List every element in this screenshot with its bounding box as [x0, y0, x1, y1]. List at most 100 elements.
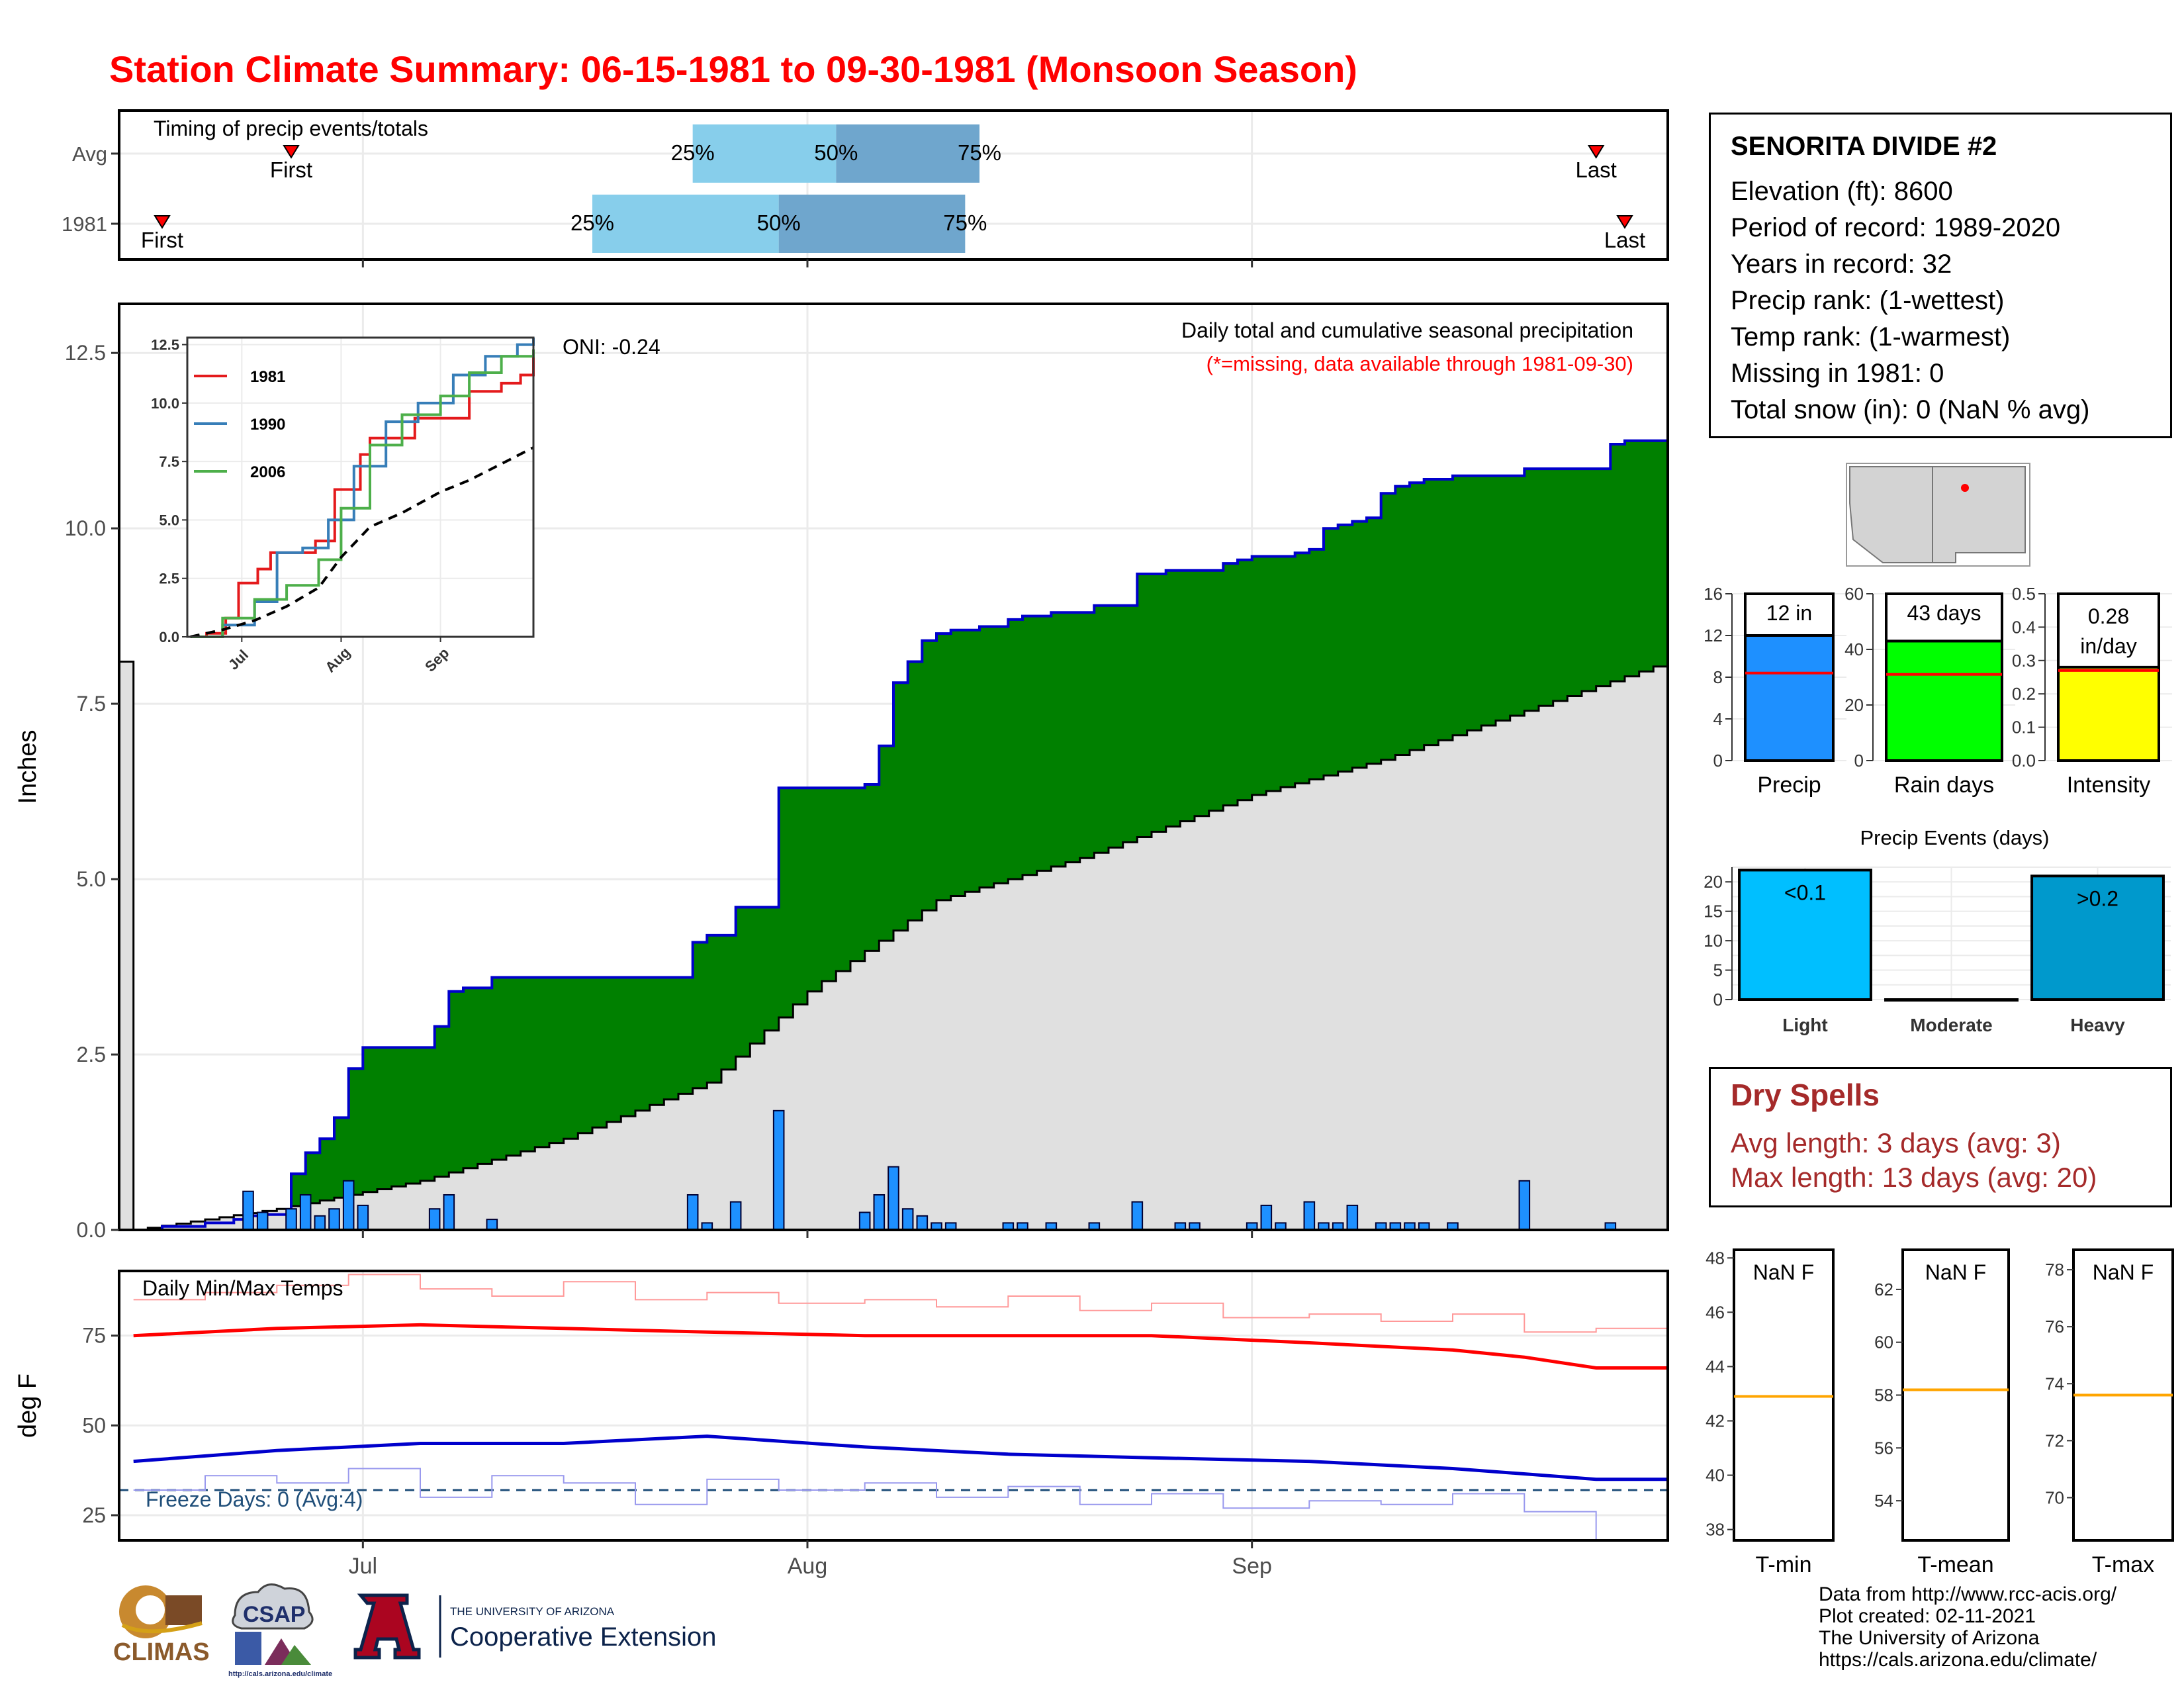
- tbar-ytick-label: 74: [2045, 1374, 2064, 1393]
- summary-ytick-label: 0.1: [2012, 718, 2036, 737]
- tbar-value-label: NaN F: [1753, 1260, 1814, 1284]
- temp-ylabel: deg F: [14, 1374, 42, 1438]
- csap-logo: CSAP http://cals.arizona.edu/climate: [228, 1583, 332, 1678]
- station-temp-rank: Temp rank: (1-warmest): [1731, 322, 2011, 352]
- cum-daily-bar: [916, 1215, 929, 1231]
- events-bar-heavy: [2030, 874, 2165, 1002]
- temp-ytick-label: 25: [82, 1503, 106, 1527]
- summary-ytick-label: 16: [1704, 584, 1723, 604]
- cum-daily-bar: [285, 1208, 297, 1231]
- cum-oni: ONI: -0.24: [563, 335, 660, 359]
- inset-legend-label: 1990: [250, 416, 285, 434]
- station-missing: Missing in 1981: 0: [1731, 359, 1944, 388]
- cum-daily-bar: [873, 1194, 886, 1231]
- map-new-mexico: [1932, 466, 2026, 563]
- temp-series-line: [133, 1434, 1668, 1481]
- cum-daily-bar: [342, 1180, 355, 1231]
- cum-daily-bar: [729, 1201, 742, 1231]
- timing-label-50: 50%: [757, 211, 801, 235]
- timing-label-75: 75%: [958, 140, 1001, 165]
- timing-title: Timing of precip events/totals: [154, 117, 428, 140]
- cum-daily-bar: [328, 1208, 340, 1231]
- summary-bars-panel: 12 in 0 4 8 12 16 Precip 43 days 0 20 40 60 Rain day…: [1704, 584, 2172, 798]
- cum-ylabel: Inches: [14, 730, 42, 804]
- dry-spells-avg: Avg length: 3 days (avg: 3): [1731, 1127, 2061, 1158]
- cum-daily-bar: [1346, 1204, 1359, 1231]
- tbar-ytick-label: 70: [2045, 1487, 2064, 1507]
- inset-series-line: [190, 349, 535, 638]
- cum-ytick-label: 5.0: [77, 867, 106, 891]
- ua-logo-line2: Cooperative Extension: [450, 1622, 716, 1652]
- timing-last-marker: [1587, 145, 1605, 159]
- cum-ytick-label: 2.5: [77, 1043, 106, 1066]
- timing-row-label: Avg: [72, 142, 107, 165]
- timing-last-label: Last: [1575, 158, 1616, 182]
- cum-daily-bar: [357, 1204, 369, 1231]
- timing-first-marker: [283, 145, 300, 159]
- timing-first-label: First: [270, 158, 312, 182]
- tbar-value-label: NaN F: [1925, 1260, 1986, 1284]
- temp-freeze-annotation: Freeze Days: 0 (Avg:4): [146, 1487, 363, 1511]
- temp-title: Daily Min/Max Temps: [142, 1276, 343, 1300]
- cum-daily-bar: [858, 1211, 871, 1231]
- temp-series-line: [133, 1323, 1668, 1370]
- inset-ytick-label: 0.0: [159, 629, 179, 645]
- events-bar-label: >0.2: [2077, 886, 2118, 910]
- tbar-ytick-label: 38: [1706, 1520, 1725, 1540]
- inset-ytick-label: 7.5: [159, 453, 179, 470]
- cum-area-above-avg: [119, 388, 1668, 1231]
- events-xtick-label: Moderate: [1910, 1015, 1992, 1035]
- station-period: Period of record: 1989-2020: [1731, 213, 2061, 242]
- tbar-ytick-label: 42: [1706, 1411, 1725, 1430]
- timing-last-label: Last: [1604, 228, 1645, 252]
- cum-ytick-label: 10.0: [65, 516, 106, 540]
- summary-bar-precip-total: [1744, 634, 1835, 762]
- summary-ytick-label: 0.0: [2012, 751, 2036, 771]
- tbar-ytick-label: 54: [1874, 1491, 1893, 1511]
- cum-daily-bar: [887, 1166, 899, 1231]
- cum-daily-bar: [428, 1208, 441, 1231]
- summary-ytick-label: 8: [1713, 667, 1723, 687]
- inset-legend-label: 2006: [250, 463, 285, 481]
- cum-daily-bar: [314, 1215, 326, 1231]
- temp-frame: [118, 1270, 1669, 1542]
- summary-ytick-label: 0.3: [2012, 651, 2036, 671]
- tbar-ytick-label: 72: [2045, 1430, 2064, 1450]
- dry-spells-box: Dry Spells Avg length: 3 days (avg: 3) M…: [1709, 1067, 2172, 1207]
- ua-logo-line1: THE UNIVERSITY OF ARIZONA: [450, 1605, 615, 1618]
- events-ytick-label: 20: [1704, 872, 1723, 892]
- tbar-ytick-label: 60: [1874, 1333, 1893, 1352]
- timing-label-75: 75%: [943, 211, 987, 235]
- map-station-marker: [1961, 484, 1969, 492]
- climas-logo: CLIMAS: [113, 1585, 210, 1666]
- tbar-ytick-label: 56: [1874, 1438, 1893, 1458]
- timing-bar-q25-q50: [592, 195, 779, 253]
- location-map: [1846, 463, 2030, 567]
- station-years: Years in record: 32: [1731, 250, 1952, 279]
- summary-value-label: 43 days: [1907, 601, 1981, 625]
- cum-daily-bar: [1303, 1201, 1316, 1231]
- cum-avg-line: [119, 661, 1669, 1231]
- summary-xlabel: Rain days: [1894, 773, 1994, 798]
- tbar-xlabel: T-max: [2092, 1552, 2154, 1577]
- timing-panel: 25% 50% 75% First Last Avg 25% 50% 75% First Last 1…: [62, 109, 1669, 267]
- tbar-ytick-label: 40: [1706, 1466, 1725, 1485]
- summary-ytick-label: 0: [1854, 751, 1864, 771]
- summary-ytick-label: 0.5: [2012, 584, 2036, 604]
- station-elevation: Elevation (ft): 8600: [1731, 177, 1953, 206]
- summary-xlabel: Precip: [1757, 773, 1821, 798]
- summary-bar-intensity: [2057, 665, 2160, 762]
- summary-ytick-label: 40: [1844, 639, 1864, 659]
- tbar-ytick-label: 58: [1874, 1385, 1893, 1405]
- cum-ytick-label: 7.5: [77, 692, 106, 716]
- csap-logo-url: http://cals.arizona.edu/climate: [228, 1670, 332, 1678]
- station-info-box: SENORITA DIVIDE #2 Elevation (ft): 8600 …: [1709, 113, 2172, 438]
- tbar-xlabel: T-min: [1756, 1552, 1812, 1577]
- dry-spells-title: Dry Spells: [1731, 1078, 1880, 1112]
- timing-last-marker: [1616, 215, 1633, 229]
- inset-ytick-label: 2.5: [159, 571, 179, 587]
- summary-value-label: 0.28: [2088, 604, 2129, 628]
- inset-ytick-label: 10.0: [151, 395, 179, 412]
- tbar-xlabel: T-mean: [1917, 1552, 1993, 1577]
